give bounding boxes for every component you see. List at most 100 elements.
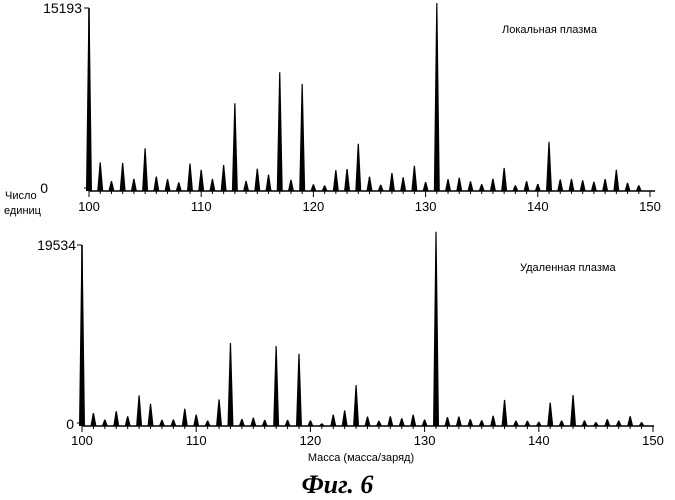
bottom-peak-123 xyxy=(342,410,348,426)
bottom-peak-138 xyxy=(513,421,519,426)
top-peak-129 xyxy=(411,166,417,191)
bottom-peak-149 xyxy=(639,422,645,426)
bottom-peak-117 xyxy=(273,346,279,426)
bottom-peak-109 xyxy=(182,409,188,426)
bottom-peak-148 xyxy=(627,416,633,426)
top-peak-119 xyxy=(299,84,305,191)
bottom-x-tick-label-110: 110 xyxy=(186,433,207,448)
bottom-peak-108 xyxy=(170,420,176,426)
bottom-peak-103 xyxy=(113,411,119,426)
bottom-peak-105 xyxy=(136,395,142,426)
bottom-peak-120 xyxy=(307,420,313,426)
top-peak-106 xyxy=(153,177,159,191)
bottom-peak-142 xyxy=(559,421,565,426)
bottom-peak-129 xyxy=(410,415,416,426)
bottom-peak-122 xyxy=(330,415,336,426)
top-y-max-label: 15193 xyxy=(43,0,82,16)
bottom-y-max-label: 19534 xyxy=(37,237,76,253)
bottom-peak-131 xyxy=(433,232,439,426)
bottom-peak-147 xyxy=(616,420,622,426)
top-peak-142 xyxy=(557,179,563,191)
top-peak-148 xyxy=(625,183,631,191)
top-peak-138 xyxy=(512,185,518,191)
bottom-panel-title: Удаленная плазма xyxy=(520,262,616,274)
bottom-peak-110 xyxy=(193,415,199,426)
chart-bottom-remote-plasma: 19534 0 Удаленная плазма Масса (масса/за… xyxy=(37,232,664,464)
bottom-peak-135 xyxy=(479,420,485,426)
top-peak-143 xyxy=(568,179,574,191)
top-peak-104 xyxy=(131,179,137,191)
top-peak-120 xyxy=(310,184,316,191)
bottom-peak-134 xyxy=(467,419,473,426)
top-peak-132 xyxy=(445,179,451,191)
top-peak-133 xyxy=(456,178,462,191)
bottom-peak-133 xyxy=(456,416,462,426)
top-peak-121 xyxy=(322,185,328,191)
bottom-peak-101 xyxy=(90,413,96,426)
bottom-peak-130 xyxy=(422,420,428,426)
bottom-peak-111 xyxy=(205,421,211,426)
top-peak-103 xyxy=(120,163,126,191)
top-x-tick-label-100: 100 xyxy=(78,199,100,214)
top-peak-113 xyxy=(232,103,238,191)
top-peak-102 xyxy=(108,181,114,191)
top-peak-117 xyxy=(277,72,283,191)
top-peak-131 xyxy=(434,3,440,191)
bottom-x-ticks: 100110120130140150 xyxy=(71,426,664,448)
top-peak-128 xyxy=(400,177,406,191)
bottom-x-tick-label-130: 130 xyxy=(414,433,436,448)
bottom-peak-145 xyxy=(593,422,599,426)
top-peak-112 xyxy=(221,165,227,191)
top-peak-109 xyxy=(187,164,193,191)
top-peak-127 xyxy=(389,173,395,191)
top-x-tick-label-150: 150 xyxy=(639,199,661,214)
top-peak-107 xyxy=(165,179,171,191)
bottom-peak-114 xyxy=(239,419,245,426)
bottom-peak-113 xyxy=(227,343,233,426)
bottom-peak-100 xyxy=(79,245,85,426)
bottom-x-tick-label-100: 100 xyxy=(71,433,93,448)
top-peak-135 xyxy=(479,184,485,191)
bottom-peak-141 xyxy=(547,403,553,426)
bottom-peak-118 xyxy=(285,420,291,426)
bottom-peaks xyxy=(79,232,645,426)
chart-top-local-plasma: 15193 0 Локальная плазма Число единиц 10… xyxy=(4,0,661,217)
top-peak-134 xyxy=(467,181,473,191)
bottom-peak-115 xyxy=(250,418,256,426)
bottom-peak-106 xyxy=(148,404,154,426)
top-x-tick-label-130: 130 xyxy=(415,199,437,214)
top-peak-115 xyxy=(254,169,260,191)
bottom-peak-127 xyxy=(387,416,393,426)
bottom-peak-136 xyxy=(490,416,496,426)
top-peak-141 xyxy=(546,142,552,191)
bottom-peak-125 xyxy=(365,416,371,426)
top-peak-140 xyxy=(535,184,541,191)
bottom-peak-128 xyxy=(399,418,405,426)
top-peak-100 xyxy=(86,8,92,191)
top-peak-137 xyxy=(501,168,507,191)
bottom-peak-144 xyxy=(581,420,587,426)
bottom-peak-132 xyxy=(444,417,450,426)
top-x-tick-label-120: 120 xyxy=(303,199,325,214)
top-peak-123 xyxy=(344,169,350,191)
top-peak-101 xyxy=(97,162,103,191)
y-axis-label-line1: Число xyxy=(5,190,37,202)
bottom-peak-104 xyxy=(125,416,131,426)
top-x-ticks: 100110120130140150 xyxy=(78,191,661,214)
top-peak-110 xyxy=(198,170,204,191)
top-peak-125 xyxy=(367,177,373,191)
top-panel-title: Локальная плазма xyxy=(502,24,598,36)
bottom-peak-139 xyxy=(524,421,530,426)
figure-caption: Фиг. 6 xyxy=(0,470,675,500)
top-peak-145 xyxy=(591,182,597,191)
top-peak-146 xyxy=(602,179,608,191)
bottom-peak-112 xyxy=(216,399,222,426)
top-peak-136 xyxy=(490,179,496,191)
y-axis-label-line2: единиц xyxy=(4,205,42,217)
top-x-tick-label-140: 140 xyxy=(527,199,549,214)
top-peak-114 xyxy=(243,181,249,191)
top-peak-122 xyxy=(333,170,339,191)
bottom-peak-102 xyxy=(102,420,108,426)
bottom-peak-143 xyxy=(570,395,576,426)
